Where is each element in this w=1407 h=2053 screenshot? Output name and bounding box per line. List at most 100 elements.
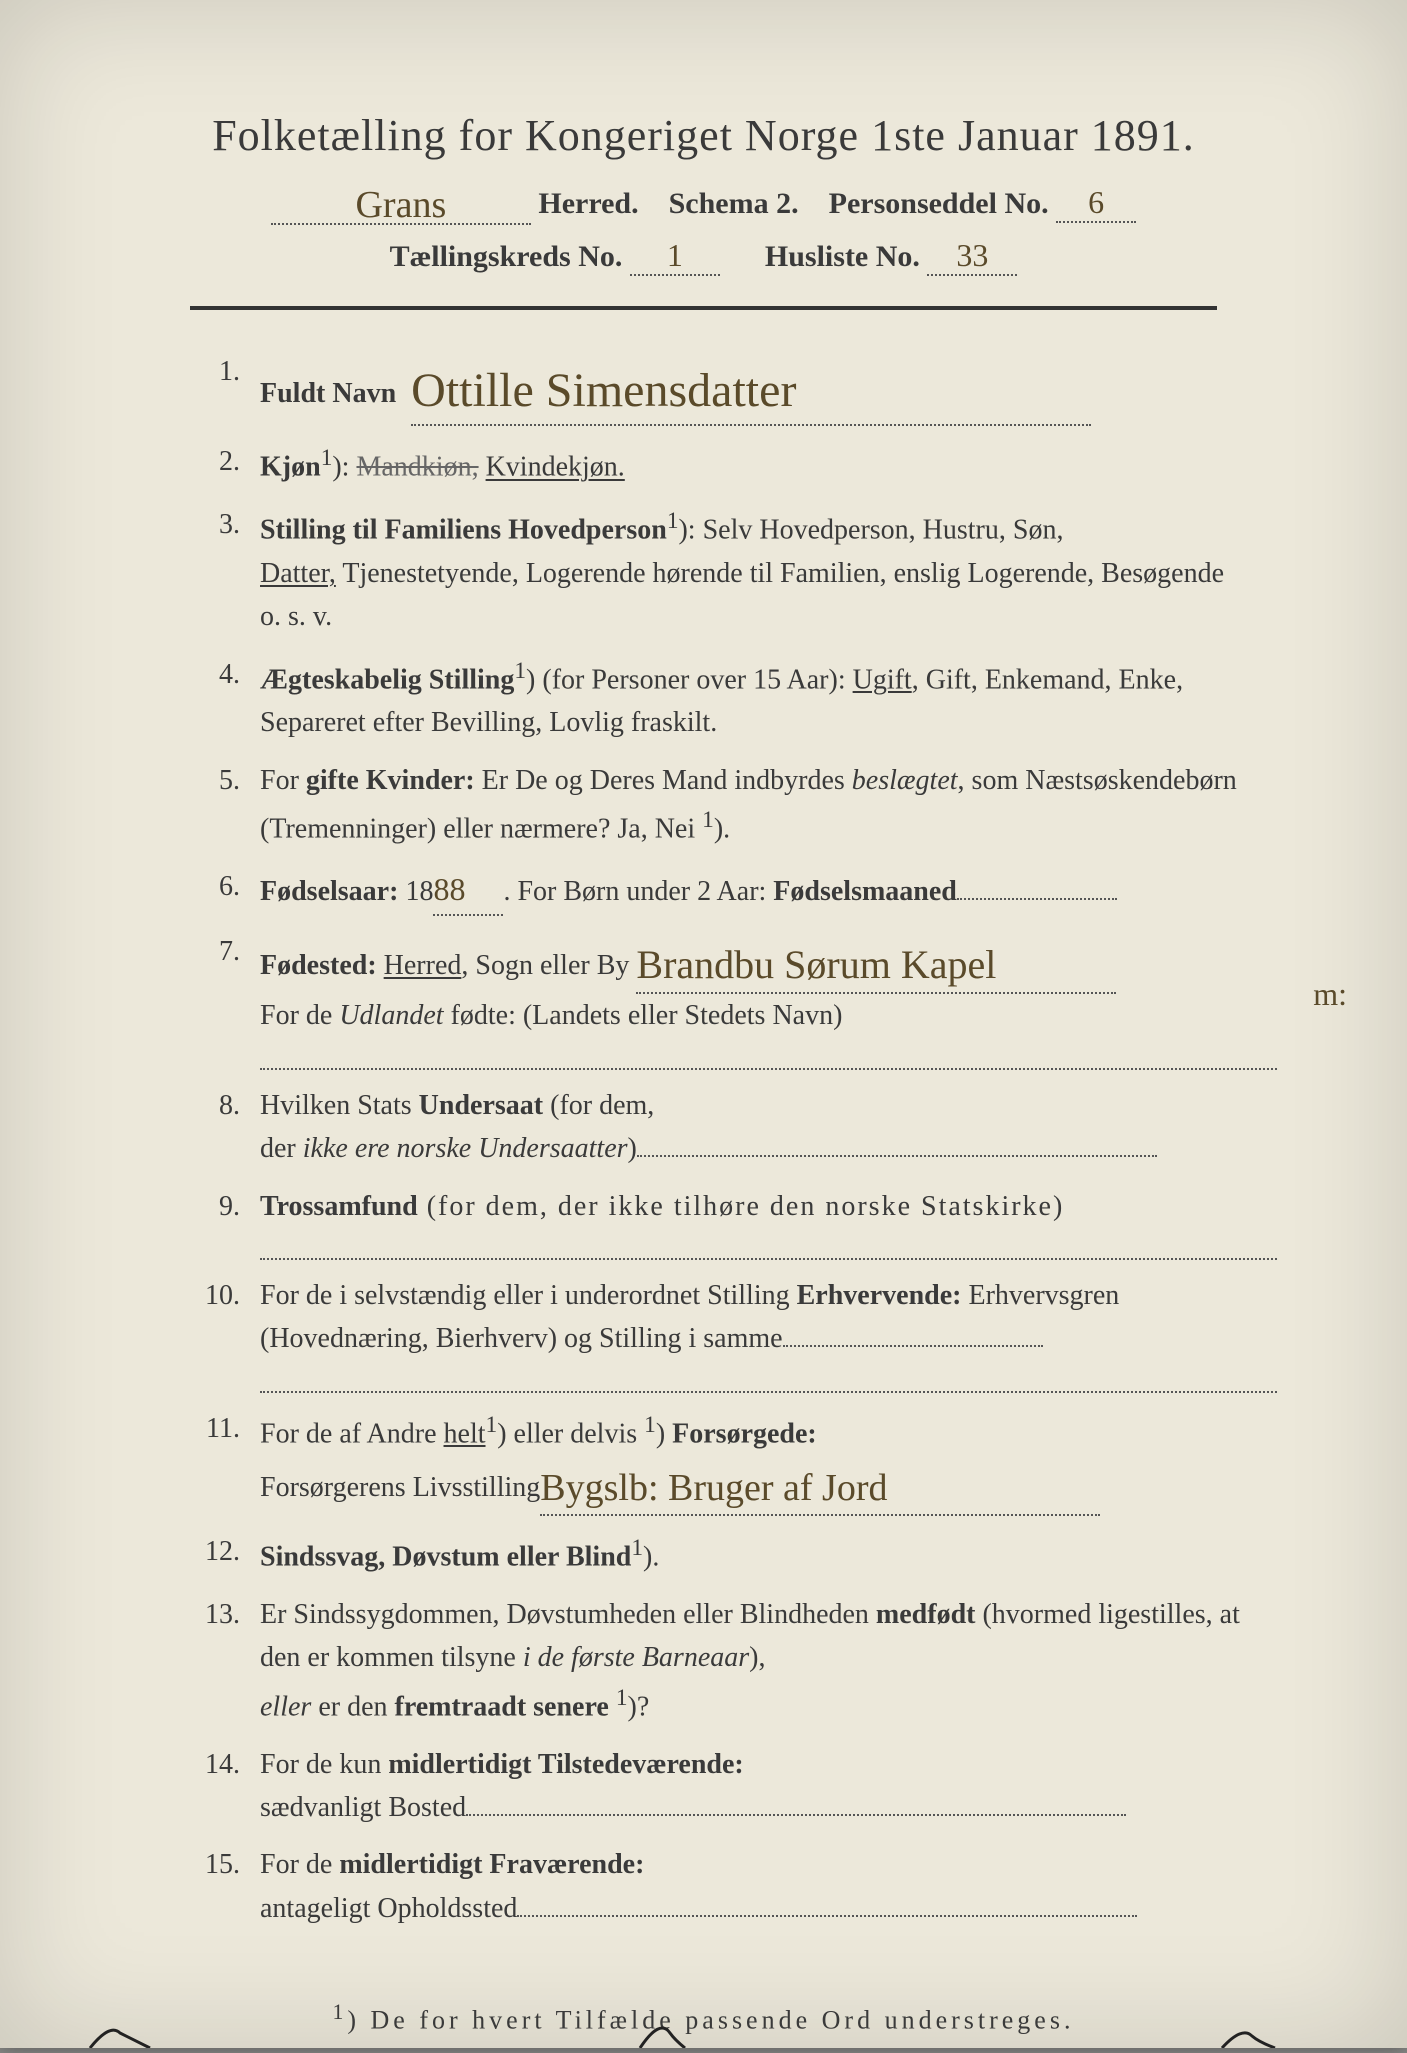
q7-herred: Herred [384,950,462,981]
footnote-text: ) De for hvert Tilfælde passende Ord und… [347,2006,1074,2035]
census-form-page: Folketælling for Kongeriget Norge 1ste J… [0,0,1407,2048]
q6-label2: Fødselsmaaned [773,876,957,907]
q13-bold1: medfødt [876,1599,976,1630]
footnote-sup: 1 [333,2000,348,2024]
q11-text4: Forsørgerens Livsstilling [260,1472,540,1503]
question-4: 4. Ægteskabelig Stilling1) (for Personer… [170,653,1277,745]
question-11: 11. For de af Andre helt1) eller delvis … [170,1407,1277,1517]
q10-text1: For de i selvstændig eller i underordnet… [260,1280,797,1311]
q7-text1: , Sogn eller By [461,950,629,981]
q13-italic2: eller [260,1691,311,1722]
q4-sup: 1 [514,658,526,684]
q11-sup2: 1 [644,1412,656,1438]
q3-text1: ): Selv Hovedperson, Hustru, Søn, [678,514,1063,545]
q6-year-prefix: 18 [405,876,433,907]
question-8: 8. Hvilken Stats Undersaat (for dem, der… [170,1084,1277,1171]
q13-bold2: fremtraadt senere [395,1691,609,1722]
q12-num: 12. [170,1530,260,1579]
q4-text1: ) (for Personer over 15 Aar): [526,664,853,695]
personseddel-value: 6 [1088,184,1104,220]
question-14: 14. For de kun midlertidigt Tilstedevære… [170,1743,1277,1830]
q13-text3: ), [749,1642,765,1673]
q8-num: 8. [170,1084,260,1171]
q7-text3: fødte: (Landets eller Stedets Navn) [444,1000,843,1031]
q3-text3: o. s. v. [260,601,332,632]
question-7: 7. Fødested: Herred, Sogn eller By Brand… [170,930,1277,1069]
q9-num: 9. [170,1185,260,1260]
q5-bold1: gifte Kvinder: [306,765,475,796]
q3-label: Stilling til Familiens Hovedperson [260,514,667,545]
q13-text5: )? [628,1691,650,1722]
herred-label: Herred. [538,187,638,220]
q14-text2: sædvanligt Bosted [260,1792,466,1823]
herred-value: Grans [355,183,446,227]
q10-bold1: Erhvervende: [797,1280,962,1311]
q6-text1: . For Børn under 2 Aar: [503,876,773,907]
q5-italic1: beslægtet [852,765,958,796]
q5-text4: ). [714,813,730,844]
question-1: 1. Fuldt Navn Ottille Simensdatter [170,350,1277,426]
q13-text1: Er Sindssygdommen, Døvstumheden eller Bl… [260,1599,876,1630]
q14-bold1: midlertidigt Tilstedeværende: [388,1749,743,1780]
q3-sup: 1 [667,508,679,534]
header-line-1: Grans Herred. Schema 2. Personseddel No.… [130,179,1277,225]
q4-num: 4. [170,653,260,745]
q5-num: 5. [170,759,260,851]
husliste-value: 33 [956,237,988,273]
question-12: 12. Sindssvag, Døvstum eller Blind1). [170,1530,1277,1579]
form-title: Folketælling for Kongeriget Norge 1ste J… [130,110,1277,161]
q1-label: Fuldt Navn [260,378,396,409]
q6-label: Fødselsaar: [260,876,398,907]
question-9: 9. Trossamfund (for dem, der ikke tilhør… [170,1185,1277,1260]
q8-italic1: ikke ere norske Undersaatter [303,1133,628,1164]
q11-value: Bygslb: Bruger af Jord [540,1459,887,1518]
q9-text1: (for dem, der ikke tilhøre den norske St… [418,1191,1065,1222]
footnote: 1) De for hvert Tilfælde passende Ord un… [130,2000,1277,2036]
q8-text2: (for dem, [543,1090,654,1121]
q7-text2: For de [260,1000,339,1031]
q3-datter: Datter, [260,558,336,589]
q11-bold1: Forsørgede: [672,1418,817,1449]
q3-text2: Tjenestetyende, Logerende hørende til Fa… [336,558,1224,589]
q11-text1: For de af Andre [260,1418,444,1449]
question-13: 13. Er Sindssygdommen, Døvstumheden elle… [170,1593,1277,1729]
q5-text1: For [260,765,306,796]
q6-year-value: 88 [433,871,465,907]
tear-mark [1207,1998,1287,2048]
question-2: 2. Kjøn1): Mandkiøn, Kvindekjøn. [170,440,1277,489]
q7-num: 7. [170,930,260,1069]
q2-sup: 1 [321,445,333,471]
question-5: 5. For gifte Kvinder: Er De og Deres Man… [170,759,1277,851]
q15-text1: For de [260,1849,339,1880]
q12-label: Sindssvag, Døvstum eller Blind [260,1542,631,1573]
q2-num: 2. [170,440,260,489]
question-3: 3. Stilling til Familiens Hovedperson1):… [170,503,1277,639]
question-15: 15. For de midlertidigt Fraværende: anta… [170,1843,1277,1930]
kreds-value: 1 [667,237,683,273]
header-line-2: Tællingskreds No. 1 Husliste No. 33 [130,237,1277,276]
q3-num: 3. [170,503,260,639]
q13-num: 13. [170,1593,260,1729]
tear-mark [620,1998,700,2048]
q15-bold1: midlertidigt Fraværende: [339,1849,644,1880]
q7-margin-note: m: [1313,970,1347,1020]
q10-num: 10. [170,1274,260,1393]
kreds-label: Tællingskreds No. [390,240,623,273]
q15-text2: antageligt Opholdssted [260,1893,517,1924]
q7-value: Brandbu Sørum Kapel [636,934,996,996]
question-6: 6. Fødselsaar: 1888 . For Børn under 2 Aa… [170,865,1277,917]
q8-text1: Hvilken Stats [260,1090,419,1121]
q4-label: Ægteskabelig Stilling [260,664,514,695]
q11-sup1: 1 [486,1412,498,1438]
q1-num: 1. [170,350,260,426]
q5-text2: Er De og Deres Mand indbyrdes [475,765,852,796]
q6-num: 6. [170,865,260,917]
q7-italic1: Udlandet [339,1000,443,1031]
q14-num: 14. [170,1743,260,1830]
q2-kvindekjon: Kvindekjøn. [486,452,625,483]
q4-ugift: Ugift [853,664,912,695]
q2-colon: ): [332,452,349,483]
tear-mark [80,1998,160,2048]
q13-sup: 1 [616,1685,628,1711]
q13-text4: er den [311,1691,394,1722]
